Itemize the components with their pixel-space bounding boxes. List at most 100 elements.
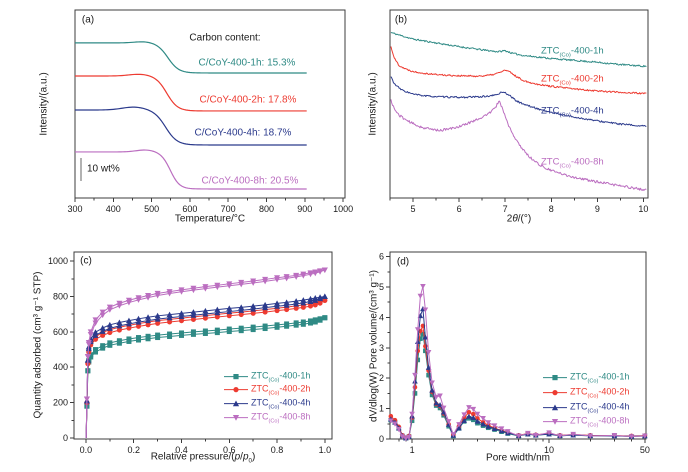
series-marker-triangle-down [470, 406, 477, 413]
series-marker-triangle-up [178, 310, 185, 316]
series-marker-square [202, 328, 208, 334]
series-marker-triangle-down [399, 434, 406, 440]
series-marker-triangle-down [450, 432, 457, 438]
series-marker-triangle-up [116, 322, 123, 329]
x-tick-label: 800 [259, 204, 274, 214]
series-marker-triangle-up [145, 314, 152, 320]
series-marker-triangle-up [474, 418, 481, 424]
series-marker-triangle-down [84, 354, 91, 360]
series-marker-triangle-up [99, 328, 106, 334]
series-marker-square [274, 322, 280, 328]
series-marker-triangle-up [317, 294, 324, 300]
series-marker-triangle-down [83, 396, 90, 403]
series-marker-triangle-down [392, 421, 398, 427]
series-marker-triangle-up [214, 306, 221, 313]
series-marker-triangle-up [414, 338, 421, 344]
series-marker-triangle-down [466, 405, 472, 411]
series-marker-triangle-up [300, 299, 307, 306]
series-line [75, 106, 307, 146]
series-marker-triangle-down [546, 430, 552, 436]
series-marker-triangle-up [293, 300, 300, 307]
series-marker-triangle-down [498, 426, 505, 432]
x-tick-label: 1000 [333, 204, 353, 214]
series-marker-triangle-down [491, 423, 498, 429]
series-marker-triangle-down [85, 339, 92, 346]
series-marker-triangle-up [214, 309, 221, 316]
series-marker-square [145, 333, 151, 339]
series-marker-circle [471, 411, 476, 417]
series-marker-triangle-down [409, 411, 415, 417]
series-marker-triangle-down [317, 268, 324, 274]
series-line [85, 299, 325, 438]
series-marker-triangle-down [642, 433, 648, 439]
x-tick-label: 6 [457, 204, 462, 214]
series-marker-triangle-down [433, 394, 439, 400]
series-line [75, 41, 307, 74]
series-marker-triangle-up [178, 313, 185, 320]
series-marker-square [429, 392, 435, 398]
x-tick-label: 0.6 [223, 445, 236, 455]
series-marker-triangle-up [106, 325, 113, 331]
series-marker-triangle-up [166, 311, 173, 318]
series-marker-triangle-down [474, 411, 481, 417]
series-marker-square [100, 343, 106, 349]
plot-box [73, 251, 333, 440]
series-marker-triangle-down [403, 436, 409, 442]
series-marker-circle [475, 416, 480, 421]
series-marker-triangle-down [321, 267, 328, 274]
x-tick-label: 50 [640, 445, 650, 455]
series-marker-circle [322, 297, 328, 303]
series-marker-square [167, 331, 173, 337]
series-line [85, 269, 325, 438]
x-tick-label: 9 [595, 204, 600, 214]
series-marker-triangle-up [422, 334, 429, 340]
series-marker-square [300, 319, 306, 325]
x-tick-label: 1 [410, 445, 415, 455]
series-marker-triangle-down [587, 433, 594, 439]
series-marker-square [312, 317, 318, 323]
series-marker-triangle-down [106, 304, 113, 311]
series-marker-square [418, 336, 423, 341]
series-line [390, 333, 645, 439]
series-marker-triangle-up [226, 305, 233, 311]
series-marker-square [293, 320, 299, 326]
series-marker-triangle-down [417, 293, 424, 299]
x-tick-label: 0.4 [175, 445, 188, 455]
series-marker-triangle-down [515, 433, 522, 439]
series-marker-triangle-down [274, 275, 281, 281]
x-tick-label: 0.8 [271, 445, 284, 455]
y-tick-label: 400 [53, 362, 68, 372]
series-marker-triangle-down [214, 282, 221, 289]
series-marker-circle [466, 409, 472, 415]
series-marker-triangle-up [135, 315, 142, 322]
series-marker-triangle-up [106, 321, 113, 328]
series-marker-triangle-up [92, 329, 99, 335]
series-marker-square [93, 347, 98, 353]
series-marker-triangle-up [466, 413, 472, 419]
series-marker-triangle-down [422, 307, 429, 313]
series-marker-triangle-up [312, 294, 319, 301]
series-marker-triangle-up [190, 309, 197, 315]
series-marker-triangle-up [154, 312, 161, 319]
series-marker-triangle-down [307, 270, 314, 276]
x-tick-label: 700 [221, 204, 236, 214]
series-marker-square [238, 325, 244, 331]
series-marker-triangle-down [412, 372, 418, 378]
y-tick-label: 800 [53, 292, 68, 302]
series-marker-square [420, 331, 426, 337]
series-marker-triangle-up [262, 301, 269, 308]
series-marker-triangle-down [437, 393, 443, 399]
plot-box [74, 9, 346, 199]
series-marker-triangle-down [238, 279, 245, 286]
series-marker-triangle-down [414, 327, 421, 333]
plot-box [389, 251, 647, 440]
x-tick-label: 0.2 [127, 445, 140, 455]
series-marker-triangle-up [307, 295, 314, 302]
series-marker-triangle-down [99, 309, 106, 316]
y-tick-label: 5 [379, 282, 384, 292]
series-marker-triangle-down [396, 426, 402, 433]
series-line [390, 285, 645, 439]
series-marker-triangle-up [135, 319, 142, 325]
